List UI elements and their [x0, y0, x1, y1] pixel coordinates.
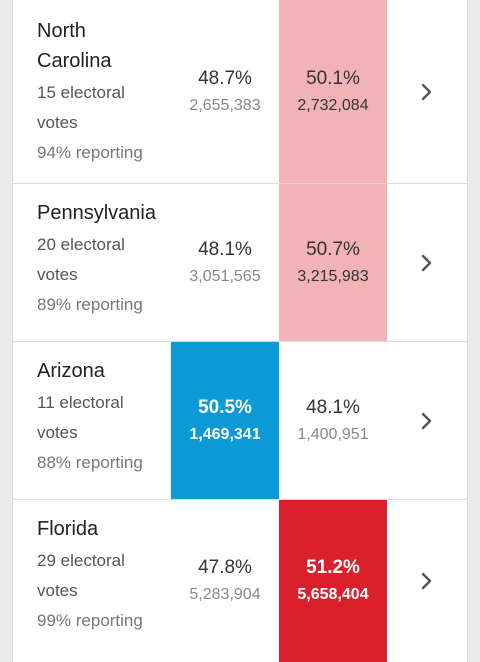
rep-percent: 48.1% [306, 396, 360, 418]
dem-result-cell: 47.8% 5,283,904 [171, 500, 279, 662]
state-name: North Carolina [37, 16, 133, 76]
state-name-text: North Carolina [37, 20, 112, 72]
chevron-right-icon [421, 254, 432, 271]
dem-percent: 50.5% [198, 396, 252, 418]
dem-result-cell: 48.1% 3,051,565 [171, 184, 279, 341]
state-info: Florida 29 electoral votes 99% reporting [13, 500, 171, 662]
state-info: Pennsylvania 20 electoral votes 89% repo… [13, 184, 171, 341]
electoral-votes-line1: 20 electoral [37, 235, 125, 254]
chevron-right-icon [421, 572, 432, 590]
reporting-status: 88% reporting [37, 453, 143, 472]
dem-votes: 3,051,565 [189, 267, 261, 285]
dem-percent: 48.7% [198, 67, 252, 89]
rep-percent: 50.1% [306, 67, 360, 89]
electoral-votes-line2: votes [37, 423, 78, 442]
dem-percent: 47.8% [198, 557, 252, 578]
state-results-list: North Carolina 15 electoral votes 94% re… [12, 0, 468, 662]
rep-percent: 50.7% [306, 238, 360, 260]
state-name: Florida [37, 518, 99, 540]
chevron-right-icon [421, 83, 432, 100]
state-info: North Carolina 15 electoral votes 94% re… [13, 0, 171, 183]
electoral-votes: 15 electoral votes [37, 78, 171, 138]
reporting-status: 94% reporting [37, 143, 143, 162]
dem-result-cell: 48.7% 2,655,383 [171, 0, 279, 183]
rep-votes: 3,215,983 [297, 267, 369, 285]
state-name: Arizona [37, 360, 105, 382]
dem-votes: 2,655,383 [189, 96, 261, 114]
rep-percent: 51.2% [306, 557, 360, 578]
dem-votes: 1,469,341 [189, 425, 261, 443]
state-row-florida[interactable]: Florida 29 electoral votes 99% reporting… [13, 500, 467, 662]
row-chevron[interactable] [387, 500, 467, 662]
reporting-status: 89% reporting [37, 295, 143, 314]
row-chevron[interactable] [387, 342, 467, 499]
state-row-pennsylvania[interactable]: Pennsylvania 20 electoral votes 89% repo… [13, 184, 467, 342]
state-row-arizona[interactable]: Arizona 11 electoral votes 88% reporting… [13, 342, 467, 500]
electoral-votes-line2: votes [37, 581, 78, 600]
reporting-status: 99% reporting [37, 611, 143, 630]
state-info: Arizona 11 electoral votes 88% reporting [13, 342, 171, 499]
electoral-votes: 20 electoral votes [37, 230, 171, 290]
electoral-votes-line2: votes [37, 113, 78, 132]
rep-result-cell: 48.1% 1,400,951 [279, 342, 387, 499]
state-name: Pennsylvania [37, 202, 156, 224]
rep-votes: 5,658,404 [297, 586, 369, 603]
dem-percent: 48.1% [198, 238, 252, 260]
rep-votes: 1,400,951 [297, 425, 369, 443]
row-chevron[interactable] [387, 184, 467, 341]
state-row-north-carolina[interactable]: North Carolina 15 electoral votes 94% re… [13, 0, 467, 184]
dem-votes: 5,283,904 [189, 586, 261, 603]
electoral-votes-line1: 29 electoral [37, 551, 125, 570]
rep-votes: 2,732,084 [297, 96, 369, 114]
electoral-votes: 11 electoral votes [37, 388, 171, 448]
dem-result-cell: 50.5% 1,469,341 [171, 342, 279, 499]
chevron-right-icon [421, 412, 432, 429]
rep-result-cell: 50.7% 3,215,983 [279, 184, 387, 341]
electoral-votes: 29 electoral votes [37, 546, 171, 606]
electoral-votes-line2: votes [37, 265, 78, 284]
row-chevron[interactable] [387, 0, 467, 183]
electoral-votes-line1: 15 electoral [37, 83, 125, 102]
rep-result-cell: 50.1% 2,732,084 [279, 0, 387, 183]
rep-result-cell: 51.2% 5,658,404 [279, 500, 387, 662]
electoral-votes-line1: 11 electoral [37, 393, 124, 412]
